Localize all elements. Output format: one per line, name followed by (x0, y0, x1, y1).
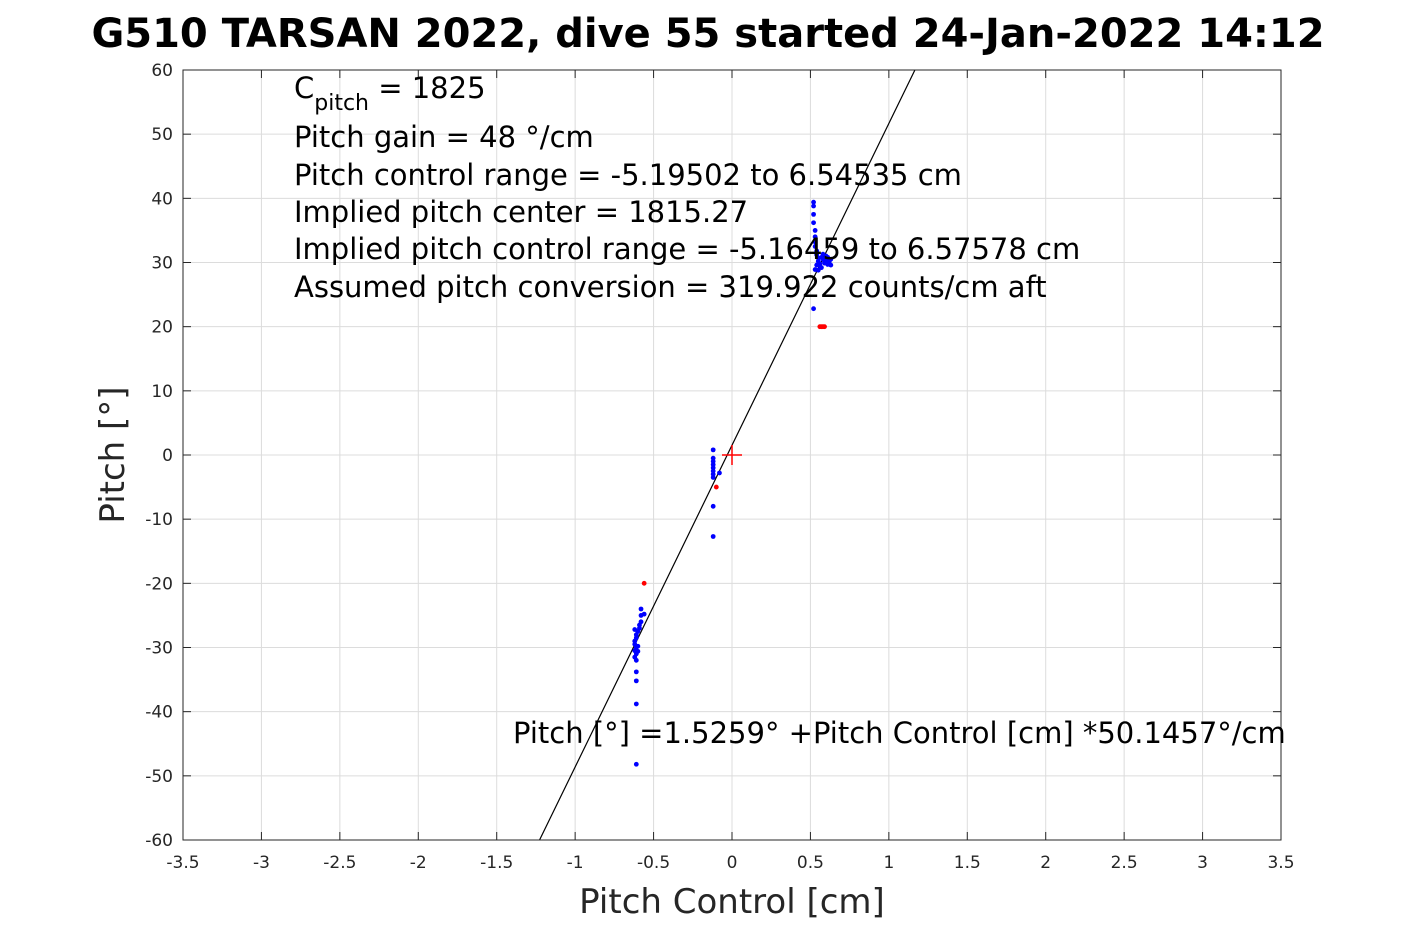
y-tick-label: 40 (151, 189, 173, 209)
pitch-control-range-annotation: Pitch control range = -5.19502 to 6.5453… (294, 158, 962, 192)
data-point-blue (710, 503, 716, 509)
data-point-red (713, 484, 719, 490)
y-tick-label: 10 (151, 382, 173, 402)
y-axis-label: Pitch [°] (93, 386, 133, 523)
data-point-blue (811, 203, 816, 209)
data-point-blue (812, 239, 818, 245)
x-tick-label: -2 (410, 853, 427, 873)
x-tick-label: -1.5 (480, 853, 513, 873)
x-tick-labels: -3.5 -3 -2.5 -2 -1.5 -1 -0.5 0 0.5 1 1.5 2 2.5 3 3.5 (166, 853, 1294, 873)
data-point-blue (812, 267, 818, 272)
data-point-blue (635, 643, 641, 649)
y-tick-label: -50 (145, 767, 173, 787)
x-tick-label: 2 (1040, 853, 1051, 873)
implied-range-annotation: Implied pitch control range = -5.16459 t… (294, 232, 1080, 266)
x-tick-label: 2.5 (1111, 853, 1138, 873)
data-point-blue (633, 761, 639, 767)
pitch-gain-annotation: Pitch gain = 48 °/cm (294, 120, 594, 154)
c-pitch-annotation: Cpitch = 1825 (294, 71, 486, 116)
x-tick-label: 0.5 (797, 853, 824, 873)
y-tick-label: -10 (145, 510, 173, 530)
data-point-blue (710, 534, 716, 539)
y-tick-label: 0 (162, 446, 173, 466)
data-point-blue (828, 262, 834, 268)
y-tick-label: 60 (151, 61, 173, 81)
y-tick-label: -60 (145, 831, 173, 851)
y-tick-label: -20 (145, 574, 173, 594)
data-point-blue (635, 648, 641, 654)
c-pitch-symbol: C (294, 71, 314, 105)
data-point-blue (638, 613, 644, 618)
data-point-blue (638, 606, 644, 612)
data-point-blue (812, 244, 818, 249)
data-point-blue (633, 701, 639, 707)
data-point-blue (811, 306, 816, 312)
data-point-blue (811, 199, 816, 205)
data-point-blue (710, 475, 716, 480)
x-tick-label: -0.5 (637, 853, 670, 873)
data-point-red (641, 580, 647, 586)
chart-title: G510 TARSAN 2022, dive 55 started 24-Jan… (91, 11, 1324, 57)
x-tick-label: 0 (727, 853, 738, 873)
data-point-blue (633, 657, 639, 663)
data-point-blue (814, 262, 820, 268)
data-point-blue (812, 228, 818, 233)
y-tick-label: -40 (145, 703, 173, 723)
data-point-blue (632, 627, 638, 632)
data-point-red (822, 324, 827, 330)
x-tick-label: 3 (1197, 853, 1208, 873)
plot-frame (182, 69, 1282, 841)
y-tick-labels: 60 50 40 30 20 10 0 -10 -20 -30 -40 -50 -60 (145, 61, 173, 851)
data-point-blue (811, 220, 816, 226)
c-pitch-value: = 1825 (369, 71, 486, 105)
x-tick-label: -2.5 (323, 853, 356, 873)
data-point-blue (717, 470, 722, 476)
y-tick-label: -30 (145, 639, 173, 659)
y-tick-label: 20 (151, 318, 173, 338)
x-tick-label: -1 (567, 853, 584, 873)
x-tick-label: 3.5 (1267, 853, 1294, 873)
x-tick-label: 1 (883, 853, 894, 873)
y-tick-label: 50 (151, 125, 173, 145)
data-point-blue (633, 669, 639, 675)
data-point-blue (814, 248, 820, 254)
implied-center-annotation: Implied pitch center = 1815.27 (294, 195, 748, 229)
data-point-blue (710, 447, 716, 453)
data-point-blue (812, 234, 818, 240)
x-tick-label: 1.5 (954, 853, 981, 873)
x-tick-label: -3 (253, 853, 270, 873)
assumed-conversion-annotation: Assumed pitch conversion = 319.922 count… (294, 270, 1047, 304)
fit-equation-annotation: Pitch [°] =1.5259° +Pitch Control [cm] *… (513, 716, 1286, 750)
x-axis-label: Pitch Control [cm] (579, 882, 885, 922)
data-point-blue (633, 678, 639, 684)
y-tick-label: 30 (151, 254, 173, 274)
annotation-block: Cpitch = 1825 Pitch gain = 48 °/cm Pitch… (294, 71, 1286, 750)
c-pitch-subscript: pitch (314, 91, 369, 116)
data-points (632, 199, 834, 767)
data-point-blue (828, 256, 834, 262)
center-marker-group (722, 445, 742, 465)
x-tick-label: -3.5 (166, 853, 199, 873)
data-point-blue (811, 211, 816, 217)
